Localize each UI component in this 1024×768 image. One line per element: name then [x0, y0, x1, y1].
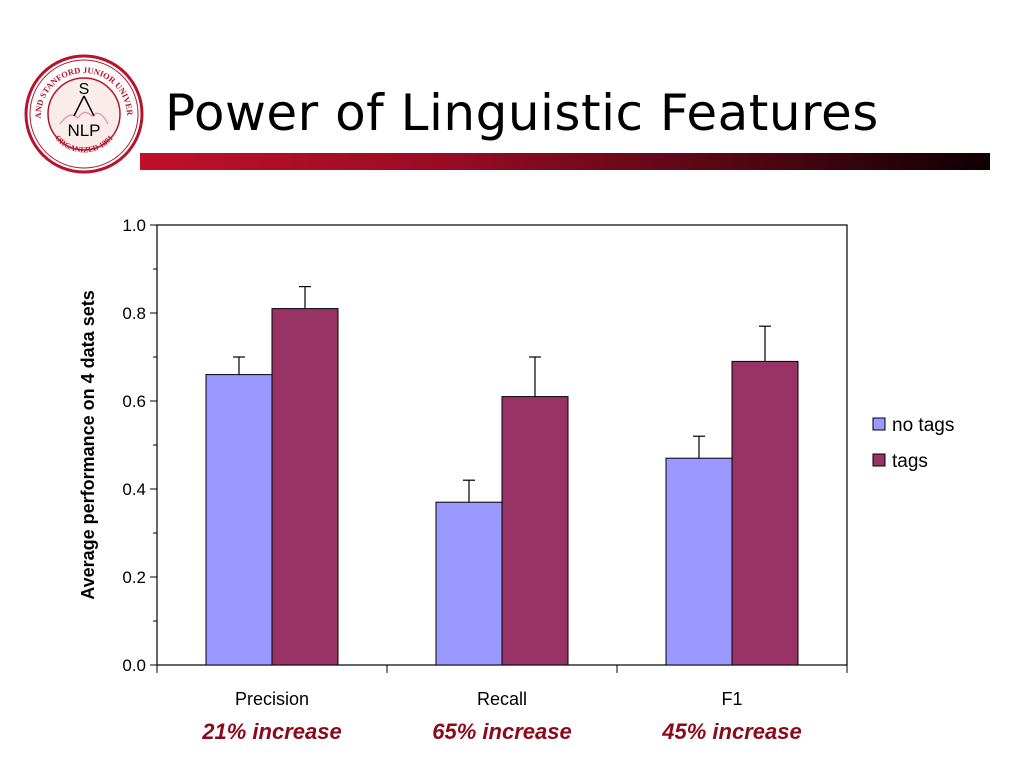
increase-annotation: 45% increase [661, 719, 801, 744]
logo-branch-right [83, 95, 95, 117]
y-tick-label: 1.0 [122, 216, 146, 235]
logo-tree-icon [59, 111, 109, 125]
bar-tags-precision [271, 308, 339, 666]
bar-no-tags-precision [205, 374, 273, 666]
bar-chart: 0.0 0.2 0.4 0.6 0.8 1.0 Average performance on… [78, 216, 954, 744]
increase-annotation: 21% increase [201, 719, 341, 744]
bar-no-tags-f1 [665, 457, 733, 666]
bar-tags-recall [501, 396, 569, 666]
x-tick-label: Recall [477, 689, 527, 709]
bar-no-tags-recall [435, 501, 503, 666]
y-tick-label: 0.0 [122, 656, 146, 675]
legend-swatch [872, 453, 886, 467]
bar-tags-f1 [731, 360, 799, 666]
y-tick-label: 0.4 [122, 480, 146, 499]
y-tick-label: 0.8 [122, 304, 146, 323]
logo-letter-s: S [79, 81, 90, 98]
legend-swatch [872, 417, 886, 431]
stanford-nlp-logo: LELAND STANFORD JUNIOR UNIVERSITY ORGANI… [22, 52, 144, 174]
x-tick-label: F1 [721, 689, 742, 709]
y-axis-label: Average performance on 4 data sets [78, 290, 98, 599]
increase-annotation: 65% increase [432, 719, 571, 744]
logo-inner-ring [29, 59, 139, 169]
slide-title: Power of Linguistic Features [165, 84, 879, 142]
y-tick-label: 0.2 [122, 568, 146, 587]
title-rule [140, 153, 990, 170]
legend-label: no tags [892, 415, 954, 436]
logo-center-disc [47, 77, 121, 151]
y-tick-label: 0.6 [122, 392, 146, 411]
logo-branch-left [73, 95, 85, 117]
logo-letters-nlp: NLP [67, 121, 100, 140]
logo-outer-ring [24, 54, 144, 174]
x-tick-label: Precision [235, 689, 309, 709]
legend-label: tags [892, 451, 928, 472]
